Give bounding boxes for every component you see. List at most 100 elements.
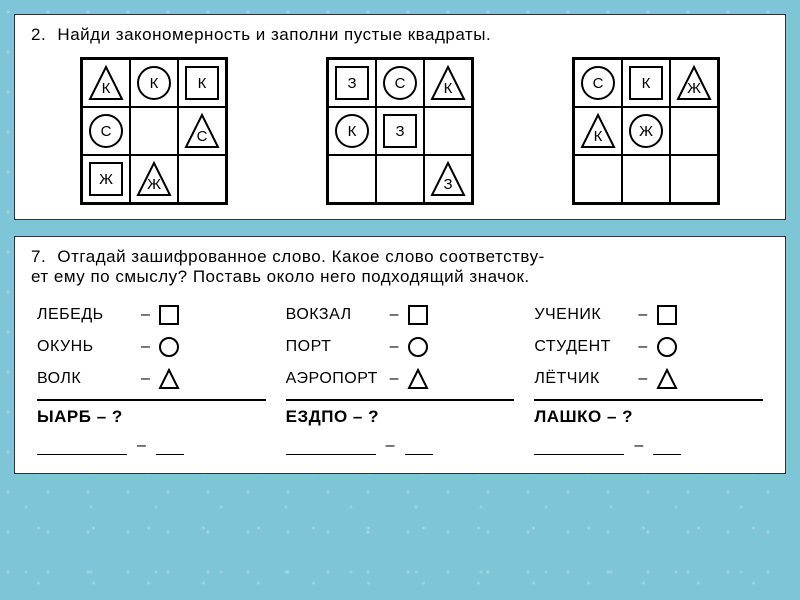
grids-row: КККССЖЖЗСККЗЗСКЖКЖ [31,57,769,205]
pattern-grid: ЗСККЗЗ [326,57,474,205]
grid-cell[interactable]: З [424,155,472,203]
word-row: ПОРТ– [286,331,515,363]
triangle-icon: К [429,64,467,102]
word-row: ВОКЗАЛ– [286,299,515,331]
answer-blank[interactable] [534,437,624,455]
divider-line [286,399,515,401]
answer-line[interactable]: – [534,433,763,459]
cell-letter: К [594,128,603,145]
answer-line[interactable]: – [37,433,266,459]
grid-cell[interactable]: К [328,107,376,155]
triangle-icon: К [579,112,617,150]
cell-letter: Ж [147,176,161,193]
triangle-icon: З [429,160,467,198]
exercise-2-number: 2. [31,25,46,45]
exercise-7-text-line1: Отгадай зашифрованное слово. Какое слово… [57,247,544,266]
cell-letter: К [102,80,111,97]
word-label: ВОКЗАЛ [286,306,386,324]
square-icon: К [183,64,221,102]
square-icon: З [381,112,419,150]
square-icon [158,304,180,326]
grid-cell[interactable]: К [178,59,226,107]
grid-cell[interactable]: Ж [130,155,178,203]
symbol-blank[interactable] [653,437,681,455]
grid-cell[interactable]: Ж [82,155,130,203]
cell-letter: Ж [99,171,113,188]
grid-cell[interactable] [178,155,226,203]
triangle-icon: Ж [675,64,713,102]
grid-cell[interactable]: К [424,59,472,107]
grid-cell[interactable]: К [130,59,178,107]
divider-line [37,399,266,401]
cell-letter: Ж [639,123,653,140]
square-icon: К [627,64,665,102]
circle-icon: С [381,64,419,102]
word-label: ЛЕБЕДЬ [37,306,137,324]
word-row: ВОЛК– [37,363,266,395]
grid-cell[interactable]: З [328,59,376,107]
grid-cell[interactable]: С [574,59,622,107]
circle-icon [158,336,180,358]
dash: – [141,338,150,356]
circle-icon [407,336,429,358]
dash: – [386,437,395,455]
square-icon: Ж [87,160,125,198]
grid-cell[interactable] [130,107,178,155]
word-column: УЧЕНИК–СТУДЕНТ–ЛЁТЧИК–ЛАШКО – ?– [534,299,763,459]
word-row: ОКУНЬ– [37,331,266,363]
grid-cell[interactable]: З [376,107,424,155]
cell-letter: С [101,123,112,140]
answer-blank[interactable] [37,437,127,455]
grid-cell[interactable]: Ж [622,107,670,155]
grid-cell[interactable] [670,107,718,155]
circle-icon: Ж [627,112,665,150]
answer-line[interactable]: – [286,433,515,459]
word-label: ЛЁТЧИК [534,370,634,388]
exercise-2-text: Найди закономерность и заполни пустые кв… [57,25,491,44]
word-label: УЧЕНИК [534,306,634,324]
symbol-blank[interactable] [156,437,184,455]
grid-cell[interactable]: С [376,59,424,107]
exercise-7-columns: ЛЕБЕДЬ–ОКУНЬ–ВОЛК–ЫАРБ – ?–ВОКЗАЛ–ПОРТ–А… [31,299,769,459]
symbol-blank[interactable] [405,437,433,455]
triangle-icon: К [87,64,125,102]
grid-cell[interactable] [622,155,670,203]
anagram-text: ЕЗДПО – ? [286,407,515,427]
circle-icon: С [87,112,125,150]
cell-letter: К [150,75,159,92]
circle-icon: К [135,64,173,102]
page-background: 2. Найди закономерность и заполни пустые… [0,0,800,600]
word-label: ВОЛК [37,370,137,388]
grid-cell[interactable]: С [82,107,130,155]
circle-icon [656,336,678,358]
grid-cell[interactable] [574,155,622,203]
dash: – [390,306,399,324]
grid-cell[interactable]: К [82,59,130,107]
dash: – [137,437,146,455]
exercise-7-number: 7. [31,247,46,267]
answer-blank[interactable] [286,437,376,455]
cell-letter: С [395,75,406,92]
cell-letter: К [642,75,651,92]
cell-letter: Ж [687,80,701,97]
triangle-icon: С [183,112,221,150]
grid-cell[interactable] [670,155,718,203]
grid-cell[interactable]: К [622,59,670,107]
grid-cell[interactable]: С [178,107,226,155]
grid-cell[interactable] [376,155,424,203]
word-row: ЛЁТЧИК– [534,363,763,395]
word-row: СТУДЕНТ– [534,331,763,363]
word-label: ПОРТ [286,338,386,356]
triangle-icon [407,368,429,390]
square-icon [656,304,678,326]
cell-letter: С [197,128,208,145]
grid-cell[interactable]: К [574,107,622,155]
exercise-7-instruction: 7. Отгадай зашифрованное слово. Какое сл… [31,247,769,287]
dash: – [634,437,643,455]
word-label: СТУДЕНТ [534,338,634,356]
grid-cell[interactable] [424,107,472,155]
grid-cell[interactable]: Ж [670,59,718,107]
grid-cell[interactable] [328,155,376,203]
circle-icon: К [333,112,371,150]
anagram-text: ЛАШКО – ? [534,407,763,427]
